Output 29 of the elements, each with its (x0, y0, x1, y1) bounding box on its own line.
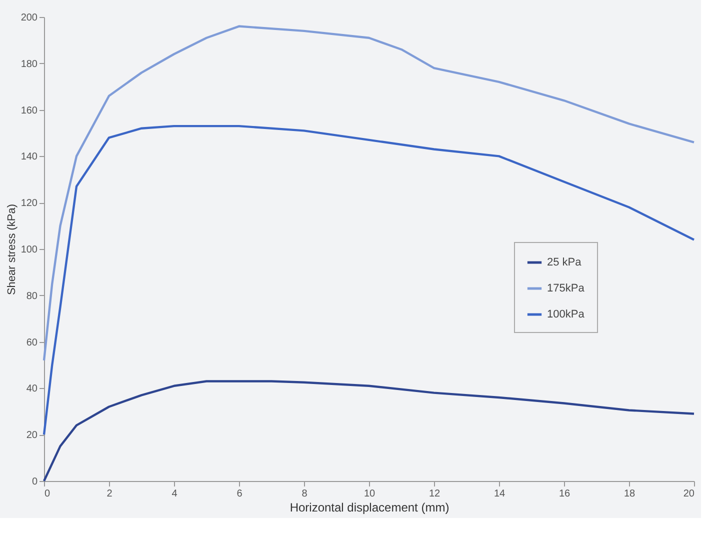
y-tick-label: 160 (20, 105, 38, 116)
x-tick-label: 20 (683, 488, 695, 500)
x-axis-title: Horizontal displacement (mm) (290, 500, 450, 514)
legend-label: 100kPa (547, 308, 586, 320)
x-tick-label: 12 (428, 488, 440, 500)
y-tick-label: 100 (20, 244, 38, 256)
y-tick-label: 200 (20, 12, 38, 24)
x-tick-label: 4 (172, 488, 178, 500)
legend-label: 175kPa (547, 282, 586, 294)
x-tick-label: 0 (44, 488, 50, 500)
line-series (42, 25, 696, 362)
y-tick-label: 120 (20, 198, 38, 210)
x-tick-label: 18 (624, 488, 636, 500)
x-tick-label: 16 (558, 488, 570, 500)
x-tick-label: 8 (302, 488, 308, 500)
y-axis-title: Shear stress (kPa) (6, 204, 18, 296)
y-tick-label: 140 (20, 152, 38, 163)
x-tick-label: 14 (494, 488, 506, 500)
y-tick-label: 20 (26, 430, 38, 442)
y-tick-label: 180 (20, 58, 38, 70)
y-tick-label: 80 (26, 290, 38, 302)
x-tick-label: 2 (106, 488, 113, 500)
legend-label: 25 kPa (547, 256, 582, 268)
line-series (42, 124, 696, 436)
x-tick-label: 6 (236, 488, 243, 500)
y-tick-label: 0 (32, 476, 38, 488)
y-tick-label: 40 (26, 384, 38, 395)
y-tick-label: 60 (26, 337, 38, 348)
x-tick-label: 10 (364, 488, 376, 500)
